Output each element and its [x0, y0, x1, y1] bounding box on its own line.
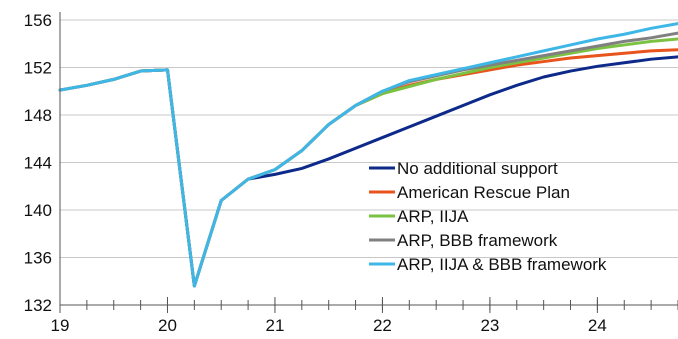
- y-tick-label: 144: [24, 154, 52, 173]
- x-tick-label: 23: [480, 316, 499, 335]
- series-line-1: [58, 55, 678, 288]
- legend-label-2: American Rescue Plan: [397, 183, 570, 202]
- y-tick-label: 156: [24, 11, 52, 30]
- y-tick-label: 136: [24, 249, 52, 268]
- axes: 132 136 140 144 148 152 156 19 20 21 22 23 24: [24, 11, 678, 335]
- gridlines: [60, 19, 678, 258]
- series-line-5: [58, 22, 678, 288]
- legend: No additional support American Rescue Pla…: [369, 159, 607, 274]
- series-lines: [58, 22, 678, 288]
- y-tick-label: 152: [24, 59, 52, 78]
- y-tick-label: 148: [24, 106, 52, 125]
- y-tick-label: 132: [24, 296, 52, 315]
- legend-label-3: ARP, IIJA: [397, 207, 469, 226]
- x-tick-label: 22: [373, 316, 392, 335]
- x-tick-label: 20: [158, 316, 177, 335]
- legend-label-5: ARP, IIJA & BBB framework: [397, 255, 607, 274]
- x-tick-label: 24: [588, 316, 607, 335]
- y-tick-label: 140: [24, 201, 52, 220]
- x-tick-label: 19: [51, 316, 70, 335]
- x-tick-label: 21: [265, 316, 284, 335]
- legend-label-4: ARP, BBB framework: [397, 231, 558, 250]
- legend-label-1: No additional support: [397, 159, 558, 178]
